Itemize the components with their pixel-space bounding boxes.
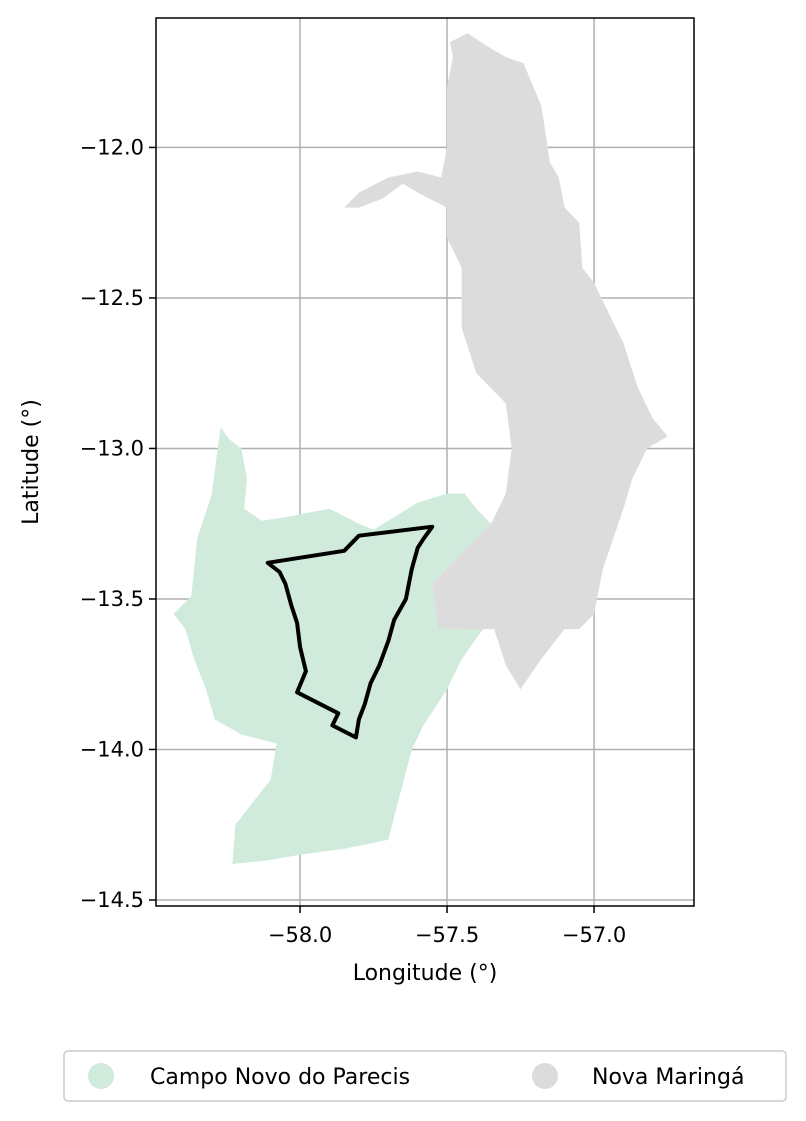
legend-label-nova-maringa: Nova Maringá	[592, 1065, 744, 1090]
legend-marker-campo-novo	[88, 1063, 114, 1089]
region-nova-maringa	[344, 33, 668, 690]
legend-marker-nova-maringa	[532, 1063, 558, 1089]
y-tick-label-3: −13.5	[80, 587, 144, 611]
y-tick-label-4: −14.0	[80, 737, 144, 761]
y-tick-label-2: −13.0	[80, 436, 144, 460]
legend: Campo Novo do Parecis Nova Maringá	[63, 1050, 787, 1102]
x-axis-label: Longitude (°)	[353, 961, 498, 986]
x-tick-label-1: −57.5	[415, 923, 479, 947]
y-tick-label-0: −12.0	[80, 135, 144, 159]
outline-layer	[265, 524, 435, 740]
legend-box	[63, 1050, 787, 1102]
study-area-outline	[265, 524, 435, 740]
x-tick-label-2: −57.0	[562, 923, 626, 947]
y-axis-ticks: −12.0 −12.5 −13.0 −13.5 −14.0 −14.5	[80, 135, 156, 912]
y-tick-label-1: −12.5	[80, 286, 144, 310]
x-axis-ticks: −58.0 −57.5 −57.0	[268, 906, 626, 947]
legend-label-campo-novo: Campo Novo do Parecis	[150, 1065, 410, 1090]
y-tick-label-5: −14.5	[80, 888, 144, 912]
region-campo-novo-do-parecis	[173, 427, 495, 864]
x-tick-label-0: −58.0	[268, 923, 332, 947]
regions	[173, 33, 668, 864]
y-axis-label: Latitude (°)	[19, 399, 44, 525]
axes-frame	[155, 17, 695, 907]
